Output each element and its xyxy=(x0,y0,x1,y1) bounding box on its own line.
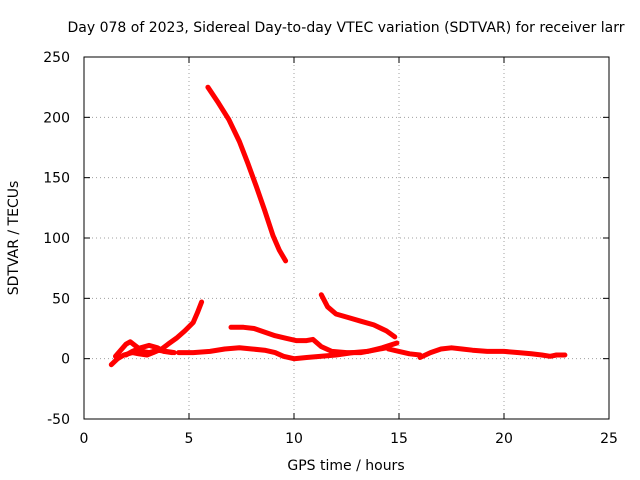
series-line-arc-7 xyxy=(318,292,398,340)
series-line-arc-9 xyxy=(417,345,568,360)
y-tick-label: 250 xyxy=(43,50,70,66)
plot-frame xyxy=(83,56,610,420)
y-tick-label: -50 xyxy=(47,412,70,428)
y-axis-label: SDTVAR / TECUs xyxy=(6,181,22,296)
x-tick-label: 5 xyxy=(185,431,194,447)
chart-title: Day 078 of 2023, Sidereal Day-to-day VTE… xyxy=(68,20,625,36)
x-tick-label: 10 xyxy=(285,431,303,447)
x-tick-labels: 0 5 10 15 20 25 xyxy=(80,431,618,447)
y-tick-label: 150 xyxy=(43,171,70,187)
grid xyxy=(84,57,609,419)
y-tick-label: 50 xyxy=(52,291,70,307)
x-tick-label: 20 xyxy=(495,431,513,447)
y-tick-label: 0 xyxy=(61,352,70,368)
series-line-arc-6 xyxy=(228,324,389,356)
series-line-arc-3 xyxy=(123,342,175,358)
series-group xyxy=(108,84,568,368)
x-tick-label: 25 xyxy=(600,431,618,447)
x-tick-label: 0 xyxy=(80,431,89,447)
y-tick-label: 200 xyxy=(43,110,70,126)
x-axis-label: GPS time / hours xyxy=(287,458,404,474)
y-tick-labels: -50 0 50 100 150 200 250 xyxy=(43,50,70,428)
x-tick-label: 15 xyxy=(390,431,408,447)
axis-ticks xyxy=(83,56,610,420)
series-line-arc-5 xyxy=(205,84,289,264)
y-tick-label: 100 xyxy=(43,231,70,247)
series-line-arc-8 xyxy=(386,346,423,358)
